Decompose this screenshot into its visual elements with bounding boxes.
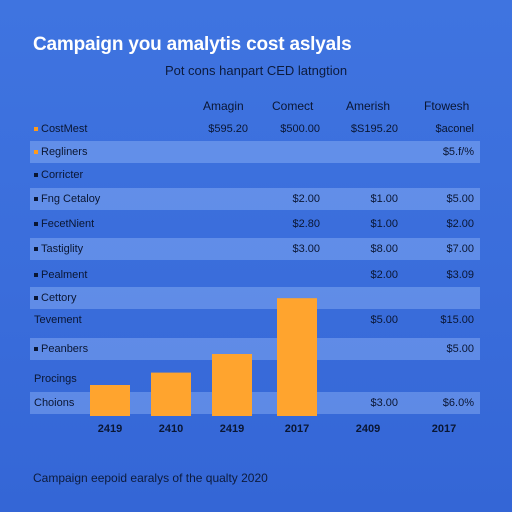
row-label: Peanbers bbox=[34, 343, 88, 355]
bullet-icon bbox=[34, 222, 38, 227]
table-row: Procings bbox=[30, 368, 480, 390]
row-label-text: Choions bbox=[34, 397, 75, 409]
bullet-icon bbox=[34, 347, 38, 352]
table-cell: $1.00 bbox=[370, 218, 398, 230]
row-label-text: FecetNient bbox=[41, 218, 95, 230]
table-cell: $5.f/% bbox=[442, 146, 474, 158]
row-label: Fng Cetaloy bbox=[34, 193, 100, 205]
row-label: Cettory bbox=[34, 292, 76, 304]
bullet-icon bbox=[34, 173, 38, 178]
table-cell: $3.00 bbox=[292, 243, 320, 255]
table-row: Regliners $5.f/% bbox=[30, 141, 480, 163]
table-cell: $5.00 bbox=[446, 193, 474, 205]
x-tick-label: 2419 bbox=[219, 423, 245, 435]
footer-caption: Campaign eepoid earalys of the qualty 20… bbox=[33, 471, 268, 485]
table-cell: $2.00 bbox=[446, 218, 474, 230]
row-label-text: Pealment bbox=[41, 269, 88, 281]
row-label-text: Procings bbox=[34, 373, 77, 385]
table-row: Fng Cetaloy $2.00 $1.00 $5.00 bbox=[30, 188, 480, 210]
column-header: Ftowesh bbox=[424, 99, 470, 113]
row-label: Tevement bbox=[34, 314, 82, 326]
row-label-text: Regliners bbox=[41, 146, 88, 158]
table-cell: $595.20 bbox=[208, 123, 248, 135]
table-cell: $2.80 bbox=[292, 218, 320, 230]
table-row: Choions $3.00 $6.0% bbox=[30, 392, 480, 414]
bullet-icon bbox=[34, 247, 38, 252]
row-label: Pealment bbox=[34, 269, 87, 281]
table-row: Cettory bbox=[30, 287, 480, 309]
x-tick-label: 2409 bbox=[355, 423, 381, 435]
table-cell: $6.0% bbox=[442, 397, 474, 409]
table-cell: $7.00 bbox=[446, 243, 474, 255]
bullet-icon bbox=[34, 273, 38, 278]
bullet-icon bbox=[34, 296, 38, 301]
table-cell: $8.00 bbox=[370, 243, 398, 255]
x-tick-label: 2419 bbox=[97, 423, 123, 435]
row-label: Regliners bbox=[34, 146, 87, 158]
row-label: Procings bbox=[34, 373, 77, 385]
table-cell: $aconel bbox=[435, 123, 474, 135]
table-cell: $500.00 bbox=[280, 123, 320, 135]
column-header: Comect bbox=[272, 99, 314, 113]
row-label-text: Peanbers bbox=[41, 343, 89, 355]
page-subtitle: Pot cons hanpart CED latngtion bbox=[164, 63, 348, 78]
bullet-icon bbox=[34, 127, 38, 132]
bullet-icon bbox=[34, 150, 38, 155]
table-cell: $3.09 bbox=[446, 269, 474, 281]
x-tick-label: 2017 bbox=[284, 423, 310, 435]
table-row: FecetNient $2.80 $1.00 $2.00 bbox=[30, 213, 480, 235]
table-cell: $2.00 bbox=[292, 193, 320, 205]
table-row: CostMest $595.20 $500.00 $S195.20 $aconel bbox=[30, 118, 480, 140]
row-label-text: Fng Cetaloy bbox=[41, 193, 101, 205]
table-row: Tastiglity $3.00 $8.00 $7.00 bbox=[30, 238, 480, 260]
row-label: FecetNient bbox=[34, 218, 94, 230]
table-cell: $5.00 bbox=[446, 343, 474, 355]
row-label: Corricter bbox=[34, 169, 83, 181]
table-row: Peanbers $5.00 bbox=[30, 338, 480, 360]
x-tick-label: 2017 bbox=[431, 423, 457, 435]
x-tick-label: 2410 bbox=[158, 423, 184, 435]
column-header: Amagin bbox=[203, 99, 244, 113]
row-label-text: Corricter bbox=[41, 169, 84, 181]
row-label: Tastiglity bbox=[34, 243, 83, 255]
table-cell: $S195.20 bbox=[350, 123, 398, 135]
row-label: Choions bbox=[34, 397, 74, 409]
table-row: Tevement $5.00 $15.00 bbox=[30, 309, 480, 331]
table-row: Corricter bbox=[30, 164, 480, 186]
page-title: Campaign you amalytis cost aslyals bbox=[33, 34, 352, 55]
row-label-text: Tastiglity bbox=[41, 243, 84, 255]
row-label-text: Cettory bbox=[41, 292, 77, 304]
table-cell: $1.00 bbox=[370, 193, 398, 205]
table-cell: $5.00 bbox=[370, 314, 398, 326]
table-cell: $3.00 bbox=[370, 397, 398, 409]
table-cell: $2.00 bbox=[370, 269, 398, 281]
table-row: Pealment $2.00 $3.09 bbox=[30, 264, 480, 286]
bullet-icon bbox=[34, 197, 38, 202]
row-label: CostMest bbox=[34, 123, 87, 135]
row-label-text: CostMest bbox=[41, 123, 88, 135]
table-cell: $15.00 bbox=[440, 314, 474, 326]
column-header: Amerish bbox=[346, 99, 391, 113]
row-label-text: Tevement bbox=[34, 314, 82, 326]
